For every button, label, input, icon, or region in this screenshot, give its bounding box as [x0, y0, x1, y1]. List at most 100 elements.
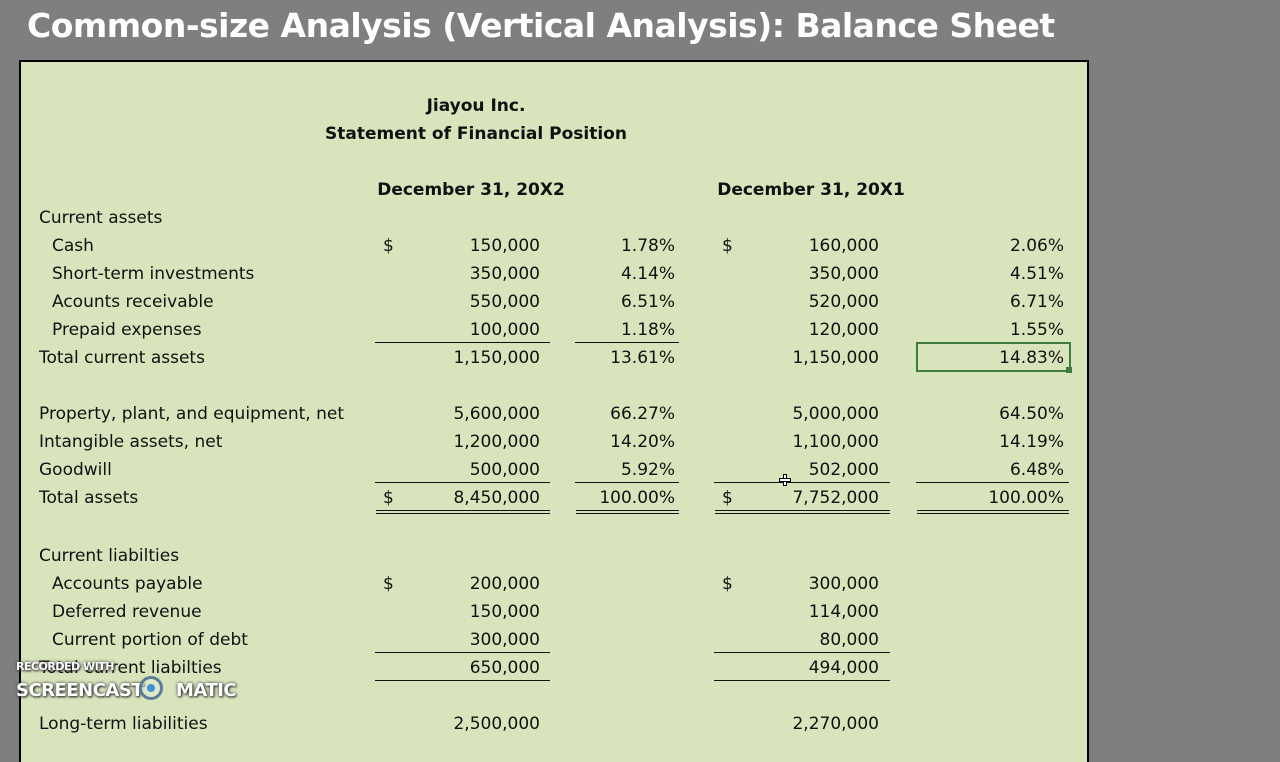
- row-label: Property, plant, and equipment, net: [39, 404, 345, 424]
- currency-symbol: $: [722, 488, 733, 508]
- fill-handle[interactable]: [1066, 367, 1072, 373]
- row-label: Total current assets: [39, 348, 205, 368]
- watermark-brand-left: SCREENCAST: [16, 680, 144, 701]
- row-label: Prepaid expenses: [52, 320, 202, 340]
- selected-cell-border[interactable]: [916, 342, 1071, 372]
- value-20x1[interactable]: 114,000: [808, 602, 879, 622]
- row-label: Total current liabilties: [39, 658, 222, 678]
- percent-20x2[interactable]: 13.61%: [610, 348, 675, 368]
- table-row: Current portion of debt 300,000 80,000: [21, 626, 1087, 654]
- row-label: Goodwill: [39, 460, 112, 480]
- percent-20x2[interactable]: 66.27%: [610, 404, 675, 424]
- company-name-row: Jiayou Inc.: [21, 92, 1087, 120]
- column-header-20x2: December 31, 20X2: [377, 180, 565, 200]
- percent-20x1[interactable]: 64.50%: [999, 404, 1064, 424]
- section-current-assets: Current assets: [21, 204, 1087, 232]
- subtotal-underline: [375, 652, 550, 653]
- value-20x1[interactable]: 1,100,000: [792, 432, 879, 452]
- value-20x1[interactable]: 160,000: [808, 236, 879, 256]
- percent-20x2[interactable]: 100.00%: [599, 488, 675, 508]
- value-20x2[interactable]: 100,000: [469, 320, 540, 340]
- value-20x1[interactable]: 1,150,000: [792, 348, 879, 368]
- statement-name: Statement of Financial Position: [325, 124, 627, 144]
- percent-20x1[interactable]: 14.19%: [999, 432, 1064, 452]
- value-20x2[interactable]: 1,200,000: [453, 432, 540, 452]
- table-row: Acounts receivable 550,000 6.51% 520,000…: [21, 288, 1087, 316]
- percent-20x2[interactable]: 4.14%: [620, 264, 675, 284]
- currency-symbol: $: [383, 488, 394, 508]
- slide-title: Common-size Analysis (Vertical Analysis)…: [27, 6, 1055, 45]
- percent-20x1-selected[interactable]: 14.83%: [999, 348, 1064, 368]
- subtotal-underline: [916, 482, 1069, 483]
- watermark-brand-right: MATIC: [176, 680, 237, 701]
- table-row-total: Total assets $ 8,450,000 100.00% $ 7,752…: [21, 484, 1087, 512]
- value-20x2[interactable]: 150,000: [469, 236, 540, 256]
- value-20x1[interactable]: 520,000: [808, 292, 879, 312]
- subtotal-underline: [575, 482, 679, 483]
- table-row-total: Total current assets 1,150,000 13.61% 1,…: [21, 344, 1087, 372]
- value-20x2[interactable]: 200,000: [469, 574, 540, 594]
- value-20x2[interactable]: 500,000: [469, 460, 540, 480]
- table-row: Deferred revenue 150,000 114,000: [21, 598, 1087, 626]
- column-header-20x1: December 31, 20X1: [717, 180, 905, 200]
- section-label: Current liabilties: [39, 546, 180, 566]
- currency-symbol: $: [722, 574, 733, 594]
- value-20x2[interactable]: 8,450,000: [453, 488, 540, 508]
- value-20x1[interactable]: 350,000: [808, 264, 879, 284]
- value-20x1[interactable]: 80,000: [819, 630, 879, 650]
- subtotal-underline: [575, 342, 679, 343]
- value-20x2[interactable]: 650,000: [469, 658, 540, 678]
- row-label: Current portion of debt: [52, 630, 248, 650]
- value-20x1[interactable]: 2,270,000: [792, 714, 879, 734]
- percent-20x1[interactable]: 2.06%: [1009, 236, 1064, 256]
- value-20x1[interactable]: 494,000: [808, 658, 879, 678]
- percent-20x2[interactable]: 1.18%: [620, 320, 675, 340]
- currency-symbol: $: [383, 236, 394, 256]
- table-row: Goodwill 500,000 5.92% 502,000 6.48%: [21, 456, 1087, 484]
- percent-20x1[interactable]: 6.71%: [1009, 292, 1064, 312]
- percent-20x2[interactable]: 14.20%: [610, 432, 675, 452]
- table-row: Short-term investments 350,000 4.14% 350…: [21, 260, 1087, 288]
- value-20x2[interactable]: 300,000: [469, 630, 540, 650]
- table-row: Long-term liabilities 2,500,000 2,270,00…: [21, 710, 1087, 738]
- subtotal-underline: [375, 342, 550, 343]
- currency-symbol: $: [383, 574, 394, 594]
- value-20x2[interactable]: 150,000: [469, 602, 540, 622]
- total-double-underline: [576, 510, 679, 514]
- table-row: Intangible assets, net 1,200,000 14.20% …: [21, 428, 1087, 456]
- value-20x2[interactable]: 5,600,000: [453, 404, 540, 424]
- section-label: Current assets: [39, 208, 163, 228]
- percent-20x2[interactable]: 6.51%: [620, 292, 675, 312]
- subtotal-underline: [714, 652, 890, 653]
- row-label: Intangible assets, net: [39, 432, 223, 452]
- value-20x2[interactable]: 1,150,000: [453, 348, 540, 368]
- row-label: Deferred revenue: [52, 602, 202, 622]
- row-label: Short-term investments: [52, 264, 255, 284]
- value-20x2[interactable]: 550,000: [469, 292, 540, 312]
- subtotal-underline: [714, 680, 890, 681]
- row-label: Total assets: [39, 488, 139, 508]
- total-double-underline: [715, 510, 890, 514]
- percent-20x2[interactable]: 1.78%: [620, 236, 675, 256]
- balance-sheet: Jiayou Inc. Statement of Financial Posit…: [19, 60, 1089, 762]
- move-cursor-icon: [779, 474, 791, 486]
- value-20x2[interactable]: 350,000: [469, 264, 540, 284]
- percent-20x1[interactable]: 1.55%: [1009, 320, 1064, 340]
- value-20x2[interactable]: 2,500,000: [453, 714, 540, 734]
- company-name: Jiayou Inc.: [426, 96, 526, 116]
- value-20x1[interactable]: 300,000: [808, 574, 879, 594]
- subtotal-underline: [714, 482, 890, 483]
- value-20x1[interactable]: 7,752,000: [792, 488, 879, 508]
- percent-20x1[interactable]: 100.00%: [988, 488, 1064, 508]
- table-row: Property, plant, and equipment, net 5,60…: [21, 400, 1087, 428]
- value-20x1[interactable]: 502,000: [808, 460, 879, 480]
- percent-20x2[interactable]: 5.92%: [620, 460, 675, 480]
- subtotal-underline: [375, 680, 550, 681]
- row-label: Long-term liabilities: [39, 714, 208, 734]
- value-20x1[interactable]: 5,000,000: [792, 404, 879, 424]
- value-20x1[interactable]: 120,000: [808, 320, 879, 340]
- percent-20x1[interactable]: 4.51%: [1009, 264, 1064, 284]
- watermark-recorded-with: RECORDED WITH: [16, 660, 114, 673]
- currency-symbol: $: [722, 236, 733, 256]
- percent-20x1[interactable]: 6.48%: [1009, 460, 1064, 480]
